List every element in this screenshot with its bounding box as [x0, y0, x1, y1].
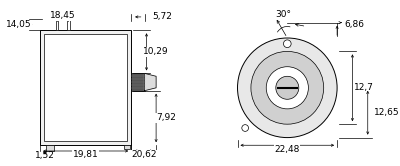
- Text: 6,86: 6,86: [345, 20, 365, 29]
- Text: 20,62: 20,62: [131, 150, 156, 159]
- Bar: [124, 145, 130, 149]
- Polygon shape: [145, 73, 156, 91]
- Text: 30°: 30°: [276, 10, 292, 19]
- Bar: [67, 19, 70, 30]
- Text: 5,72: 5,72: [152, 12, 172, 21]
- Text: 7,92: 7,92: [156, 113, 176, 123]
- Text: 14,05: 14,05: [6, 20, 32, 29]
- Bar: [56, 19, 58, 30]
- Circle shape: [266, 67, 308, 109]
- Text: 22,48: 22,48: [275, 145, 300, 154]
- Bar: [46, 145, 54, 151]
- Bar: [131, 73, 145, 91]
- Text: 12,7: 12,7: [354, 83, 374, 92]
- Text: 18,45: 18,45: [50, 11, 76, 20]
- Circle shape: [284, 40, 291, 48]
- Text: 10,29: 10,29: [143, 47, 169, 56]
- Text: 1,52: 1,52: [35, 151, 55, 160]
- Circle shape: [242, 125, 248, 131]
- Bar: [44, 34, 127, 141]
- Text: 19,81: 19,81: [73, 150, 98, 159]
- Circle shape: [251, 51, 324, 124]
- Text: 12,65: 12,65: [374, 108, 399, 117]
- Circle shape: [276, 76, 299, 99]
- Circle shape: [238, 38, 337, 138]
- Bar: [40, 30, 131, 145]
